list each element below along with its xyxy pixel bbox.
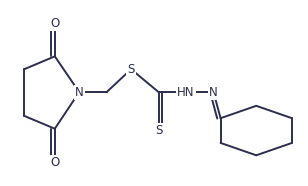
Text: S: S: [128, 63, 135, 76]
Text: O: O: [50, 17, 59, 30]
Text: S: S: [155, 124, 162, 137]
Text: HN: HN: [177, 86, 195, 99]
Text: N: N: [75, 86, 83, 99]
Text: N: N: [209, 86, 218, 99]
Text: O: O: [50, 156, 59, 169]
